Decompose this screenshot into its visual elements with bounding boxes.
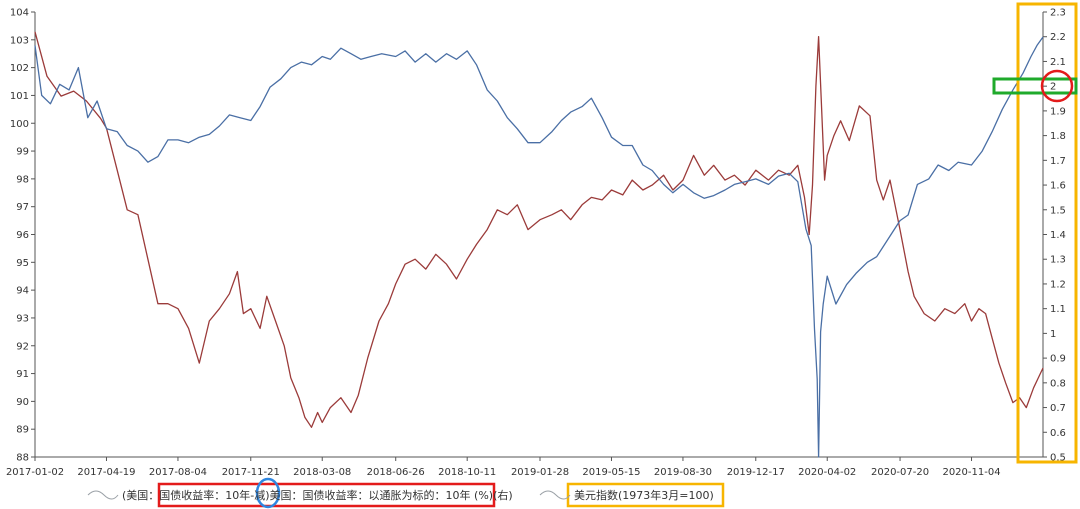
left-tick-label: 92: [16, 341, 29, 352]
legend-swatch-yield: [87, 490, 119, 500]
left-tick-label: 91: [16, 369, 29, 380]
x-tick-label: 2018-10-11: [438, 467, 496, 478]
x-tick-label: 2017-01-02: [6, 467, 64, 478]
series-line-yield-spread: [34, 31, 1044, 428]
right-tick-label: 1.1: [1050, 304, 1066, 315]
x-tick-label: 2019-12-17: [727, 467, 785, 478]
right-tick-label: 1.4: [1050, 230, 1066, 241]
left-tick-label: 93: [16, 313, 29, 324]
right-tick-label: 1: [1050, 329, 1056, 340]
x-tick-label: 2020-07-20: [871, 467, 929, 478]
left-tick-label: 96: [16, 230, 29, 241]
x-tick-label: 2020-04-02: [798, 467, 856, 478]
legend-label-dollar: 美元指数(1973年3月=100): [574, 488, 714, 502]
right-tick-label: 1.6: [1050, 181, 1066, 192]
left-tick-label: 97: [16, 202, 29, 213]
left-tick-label: 100: [10, 119, 29, 130]
x-tick-label: 2020-11-04: [942, 467, 1000, 478]
highlight-right-axis-box: [1016, 2, 1078, 464]
annotation-layer: [157, 2, 1078, 509]
right-tick-label: 1.5: [1050, 205, 1066, 216]
series-line-dollar-index: [34, 36, 1044, 458]
highlight-level-2-circle: [1040, 69, 1074, 103]
right-tick-label: 0.8: [1050, 378, 1066, 389]
left-tick-label: 98: [16, 174, 29, 185]
highlight-minus-circle: [255, 477, 281, 509]
right-tick-label: 2.1: [1050, 57, 1066, 68]
x-tick-label: 2018-06-26: [367, 467, 425, 478]
left-tick-label: 90: [16, 397, 29, 408]
x-tick-label: 2017-11-21: [222, 467, 280, 478]
left-tick-label: 88: [16, 453, 29, 464]
left-tick-label: 104: [10, 8, 29, 19]
right-tick-label: 0.9: [1050, 354, 1066, 365]
legend-label-yield: (美国：国债收益率：10年-减)美国：国债收益率：以通胀为标的：10年 (%)(…: [122, 488, 513, 502]
x-tick-label: 2019-08-30: [654, 467, 712, 478]
right-tick-label: 0.6: [1050, 428, 1066, 439]
legend-swatch-dollar: [539, 490, 571, 500]
series-layer: [34, 31, 1044, 458]
right-tick-label: 0.7: [1050, 403, 1066, 414]
left-y-axis: 104 103 102 101 100 99 98 97 96 95 94 93 92 91 90 89 88: [10, 8, 36, 464]
right-tick-label: 2.2: [1050, 32, 1066, 43]
x-axis: 2017-01-02 2017-04-19 2017-08-04 2017-11-21…: [6, 456, 1043, 478]
right-tick-label: 0.5: [1050, 453, 1066, 464]
left-tick-label: 103: [10, 35, 29, 46]
left-tick-label: 89: [16, 425, 29, 436]
right-tick-label: 1.9: [1050, 106, 1066, 117]
x-tick-label: 2019-01-28: [511, 467, 569, 478]
right-tick-label: 1.8: [1050, 131, 1066, 142]
highlight-level-2-box: [992, 77, 1078, 95]
x-tick-label: 2017-08-04: [149, 467, 207, 478]
left-tick-label: 101: [10, 91, 29, 102]
highlight-legend-yield-box: [157, 482, 496, 508]
highlight-legend-dollar-box: [566, 482, 725, 508]
right-tick-label: 2.3: [1050, 8, 1066, 19]
left-tick-label: 102: [10, 63, 29, 74]
left-tick-label: 94: [16, 286, 29, 297]
x-tick-label: 2017-04-19: [77, 467, 135, 478]
legend: (美国：国债收益率：10年-减)美国：国债收益率：以通胀为标的：10年 (%)(…: [87, 488, 714, 502]
right-tick-label: 1.3: [1050, 255, 1066, 266]
x-tick-label: 2018-03-08: [293, 467, 351, 478]
left-tick-label: 99: [16, 147, 29, 158]
right-tick-label: 1.7: [1050, 156, 1066, 167]
left-tick-label: 95: [16, 258, 29, 269]
x-tick-label: 2019-05-15: [582, 467, 640, 478]
right-tick-label: 2: [1050, 82, 1056, 93]
right-tick-label: 1.2: [1050, 279, 1066, 290]
